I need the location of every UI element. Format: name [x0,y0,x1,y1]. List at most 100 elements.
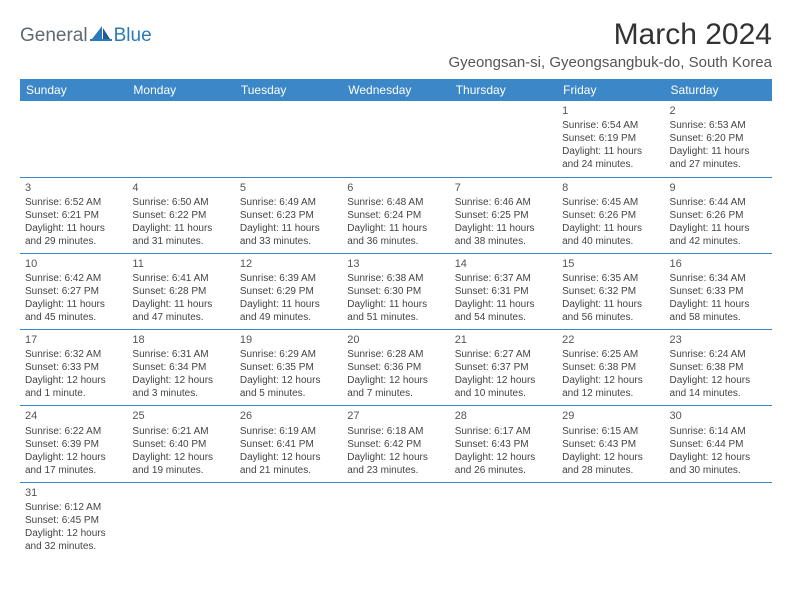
cell-sunrise: Sunrise: 6:42 AM [25,272,122,285]
cell-sunset: Sunset: 6:33 PM [670,285,767,298]
cell-day2: and 49 minutes. [240,311,337,324]
calendar-cell: 22Sunrise: 6:25 AMSunset: 6:38 PMDayligh… [557,330,664,406]
day-number: 1 [562,104,659,118]
cell-day2: and 5 minutes. [240,387,337,400]
cell-sunrise: Sunrise: 6:21 AM [132,425,229,438]
cell-sunrise: Sunrise: 6:44 AM [670,196,767,209]
cell-day2: and 45 minutes. [25,311,122,324]
cell-day2: and 33 minutes. [240,235,337,248]
day-number: 8 [562,181,659,195]
cell-day2: and 17 minutes. [25,464,122,477]
day-number: 19 [240,333,337,347]
brand-sail-icon [90,24,112,47]
cell-day2: and 23 minutes. [347,464,444,477]
cell-sunset: Sunset: 6:21 PM [25,209,122,222]
calendar-cell: 31Sunrise: 6:12 AMSunset: 6:45 PMDayligh… [20,482,127,558]
calendar-cell: 28Sunrise: 6:17 AMSunset: 6:43 PMDayligh… [450,406,557,482]
day-number: 31 [25,486,122,500]
cell-sunset: Sunset: 6:20 PM [670,132,767,145]
calendar-cell: 15Sunrise: 6:35 AMSunset: 6:32 PMDayligh… [557,253,664,329]
cell-day1: Daylight: 11 hours [25,298,122,311]
cell-sunset: Sunset: 6:29 PM [240,285,337,298]
cell-sunrise: Sunrise: 6:32 AM [25,348,122,361]
header: General Blue March 2024 [20,18,772,52]
page-title: March 2024 [614,18,772,52]
cell-day2: and 26 minutes. [455,464,552,477]
day-number: 24 [25,409,122,423]
calendar-cell: 9Sunrise: 6:44 AMSunset: 6:26 PMDaylight… [665,177,772,253]
cell-sunrise: Sunrise: 6:25 AM [562,348,659,361]
day-number: 29 [562,409,659,423]
location-subtitle: Gyeongsan-si, Gyeongsangbuk-do, South Ko… [20,54,772,71]
calendar-cell: 16Sunrise: 6:34 AMSunset: 6:33 PMDayligh… [665,253,772,329]
calendar-week: 31Sunrise: 6:12 AMSunset: 6:45 PMDayligh… [20,482,772,558]
cell-sunset: Sunset: 6:41 PM [240,438,337,451]
calendar-cell: 29Sunrise: 6:15 AMSunset: 6:43 PMDayligh… [557,406,664,482]
day-header: Saturday [665,79,772,101]
cell-sunset: Sunset: 6:38 PM [670,361,767,374]
calendar-week: 1Sunrise: 6:54 AMSunset: 6:19 PMDaylight… [20,101,772,177]
calendar-cell: 3Sunrise: 6:52 AMSunset: 6:21 PMDaylight… [20,177,127,253]
cell-day2: and 42 minutes. [670,235,767,248]
cell-day2: and 1 minute. [25,387,122,400]
cell-day2: and 10 minutes. [455,387,552,400]
cell-sunset: Sunset: 6:44 PM [670,438,767,451]
calendar-cell: 25Sunrise: 6:21 AMSunset: 6:40 PMDayligh… [127,406,234,482]
day-number: 14 [455,257,552,271]
calendar-cell: 21Sunrise: 6:27 AMSunset: 6:37 PMDayligh… [450,330,557,406]
day-number: 3 [25,181,122,195]
calendar-cell: 11Sunrise: 6:41 AMSunset: 6:28 PMDayligh… [127,253,234,329]
day-number: 18 [132,333,229,347]
cell-day1: Daylight: 11 hours [240,222,337,235]
day-number: 25 [132,409,229,423]
cell-sunset: Sunset: 6:23 PM [240,209,337,222]
day-number: 6 [347,181,444,195]
cell-day1: Daylight: 11 hours [132,222,229,235]
cell-sunset: Sunset: 6:28 PM [132,285,229,298]
cell-sunset: Sunset: 6:25 PM [455,209,552,222]
day-number: 17 [25,333,122,347]
calendar-cell: 4Sunrise: 6:50 AMSunset: 6:22 PMDaylight… [127,177,234,253]
calendar-cell: 6Sunrise: 6:48 AMSunset: 6:24 PMDaylight… [342,177,449,253]
cell-sunset: Sunset: 6:32 PM [562,285,659,298]
day-number: 26 [240,409,337,423]
cell-sunset: Sunset: 6:26 PM [670,209,767,222]
cell-day1: Daylight: 11 hours [455,222,552,235]
cell-day1: Daylight: 12 hours [25,451,122,464]
day-header: Sunday [20,79,127,101]
day-header: Tuesday [235,79,342,101]
cell-sunrise: Sunrise: 6:12 AM [25,501,122,514]
title-block: March 2024 [614,18,772,52]
calendar-cell: 26Sunrise: 6:19 AMSunset: 6:41 PMDayligh… [235,406,342,482]
cell-sunset: Sunset: 6:42 PM [347,438,444,451]
cell-sunrise: Sunrise: 6:45 AM [562,196,659,209]
cell-day1: Daylight: 12 hours [25,374,122,387]
cell-day2: and 14 minutes. [670,387,767,400]
day-number: 2 [670,104,767,118]
calendar-cell [342,482,449,558]
cell-day2: and 47 minutes. [132,311,229,324]
cell-sunrise: Sunrise: 6:24 AM [670,348,767,361]
calendar-week: 3Sunrise: 6:52 AMSunset: 6:21 PMDaylight… [20,177,772,253]
calendar-cell [20,101,127,177]
brand-part2: Blue [114,25,152,47]
day-header: Monday [127,79,234,101]
cell-sunrise: Sunrise: 6:34 AM [670,272,767,285]
cell-day1: Daylight: 11 hours [240,298,337,311]
day-number: 23 [670,333,767,347]
calendar-cell: 5Sunrise: 6:49 AMSunset: 6:23 PMDaylight… [235,177,342,253]
cell-day1: Daylight: 11 hours [562,298,659,311]
cell-sunset: Sunset: 6:38 PM [562,361,659,374]
day-number: 15 [562,257,659,271]
calendar-cell [342,101,449,177]
cell-day2: and 3 minutes. [132,387,229,400]
cell-day1: Daylight: 12 hours [132,374,229,387]
cell-sunrise: Sunrise: 6:17 AM [455,425,552,438]
day-number: 10 [25,257,122,271]
cell-day1: Daylight: 11 hours [562,222,659,235]
calendar-cell [127,101,234,177]
calendar-cell: 24Sunrise: 6:22 AMSunset: 6:39 PMDayligh… [20,406,127,482]
cell-sunset: Sunset: 6:43 PM [455,438,552,451]
cell-sunrise: Sunrise: 6:35 AM [562,272,659,285]
cell-sunset: Sunset: 6:19 PM [562,132,659,145]
